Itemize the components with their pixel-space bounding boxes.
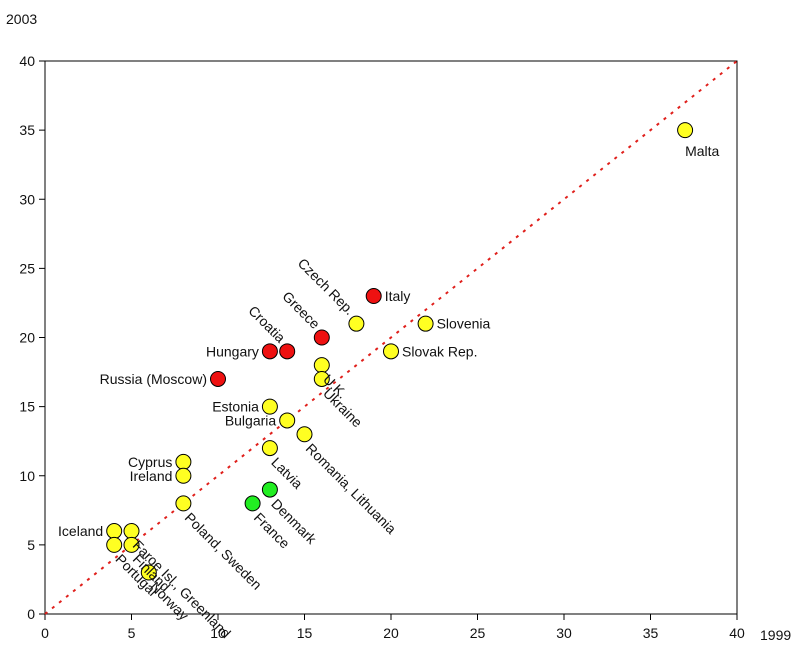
y-tick-label: 25 <box>19 260 35 276</box>
plot-area: 0 5 10 15 20 25 30 35 40 0 5 10 15 20 25 30 35 40 Malta Ita… <box>19 53 745 641</box>
data-point <box>677 122 694 139</box>
data-point <box>279 412 296 429</box>
x-tick-label: 5 <box>128 625 136 641</box>
data-point <box>279 343 296 360</box>
y-tick-label: 5 <box>27 537 35 553</box>
y-tick-label: 15 <box>19 399 35 415</box>
y-axis-title: 2003 <box>6 11 37 27</box>
x-tick-label: 20 <box>383 625 399 641</box>
x-tick-label: 25 <box>470 625 486 641</box>
y-tick-label: 40 <box>19 53 35 69</box>
data-point <box>244 495 261 512</box>
y-tick-label: 0 <box>27 606 35 622</box>
point-label: Slovenia <box>437 316 491 332</box>
data-point <box>106 523 123 540</box>
data-point <box>383 343 399 360</box>
data-point <box>175 467 192 484</box>
point-label: Slovak Rep. <box>402 343 477 359</box>
point-label: Estonia <box>212 399 259 415</box>
data-point <box>261 343 278 360</box>
point-label: Hungary <box>206 343 259 359</box>
data-point <box>106 536 123 553</box>
point-label: Greece <box>279 288 323 332</box>
data-point <box>123 536 140 553</box>
x-tick-label: 30 <box>556 625 572 641</box>
point-label: Bulgaria <box>225 412 277 428</box>
data-point <box>417 315 434 332</box>
point-label: Ireland <box>130 468 173 484</box>
data-point <box>348 315 365 332</box>
data-point <box>210 370 226 387</box>
point-label: Iceland <box>58 523 103 539</box>
data-point <box>261 440 278 457</box>
data-point <box>261 398 278 415</box>
y-tick-label: 20 <box>19 330 35 346</box>
point-label: Russia (Moscow) <box>100 371 207 387</box>
y-tick-label: 35 <box>19 122 35 138</box>
point-label: Italy <box>385 288 411 304</box>
point-label: Romania, Lithuania <box>303 440 400 537</box>
data-point <box>365 288 382 305</box>
x-tick-label: 10 <box>210 625 226 641</box>
x-axis-title: 1999 <box>760 627 791 643</box>
reference-diagonal-line <box>44 60 738 615</box>
point-label: Malta <box>685 143 719 159</box>
data-point <box>175 453 192 470</box>
x-tick-label: 0 <box>41 625 49 641</box>
x-tick-label: 40 <box>729 625 745 641</box>
x-tick-label: 35 <box>643 625 659 641</box>
data-point <box>313 329 330 346</box>
data-point <box>140 564 157 581</box>
data-point <box>313 357 330 374</box>
y-tick-label: 10 <box>19 468 35 484</box>
data-point <box>175 495 192 512</box>
y-tick-label: 30 <box>19 191 35 207</box>
point-label: Croatia <box>245 302 288 345</box>
data-point <box>313 370 330 387</box>
x-tick-label: 15 <box>297 625 313 641</box>
point-label: Cyprus <box>128 454 172 470</box>
data-point <box>261 481 278 498</box>
data-point <box>123 523 140 540</box>
data-point <box>296 426 313 443</box>
